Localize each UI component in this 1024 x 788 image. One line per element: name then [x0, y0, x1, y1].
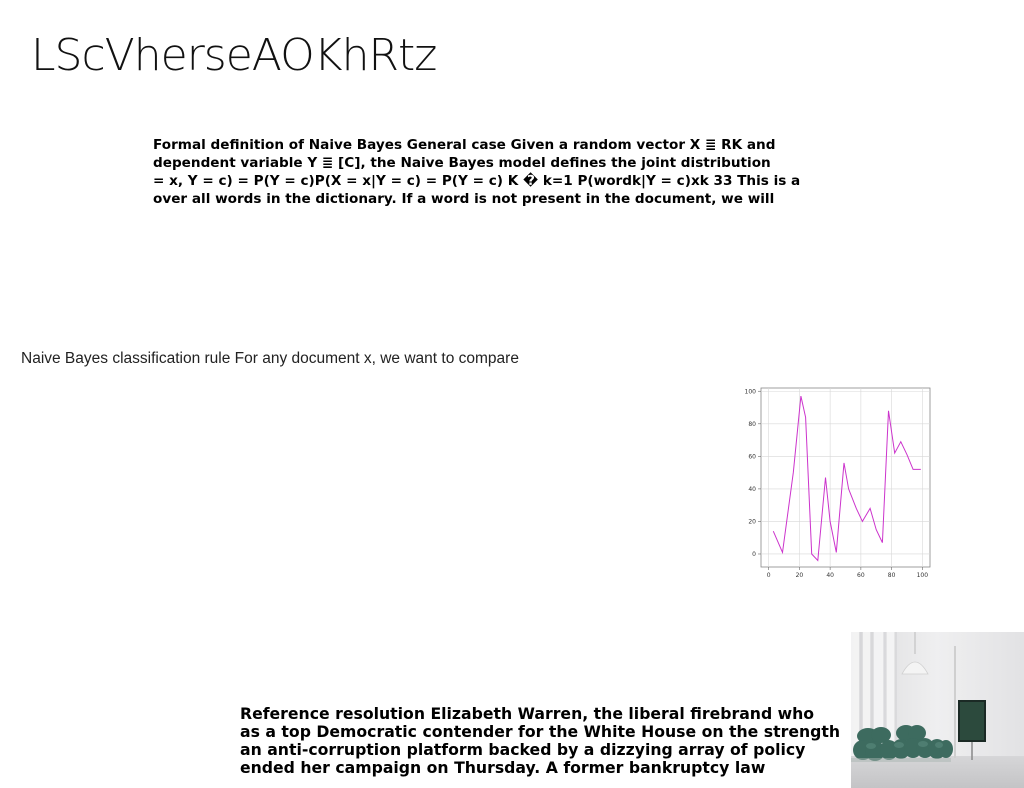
series-line [772, 395, 921, 562]
line-chart: 0 20 40 60 80 100 0 20 40 60 80 100 [742, 382, 938, 582]
bayes-line-2: dependent variable Y ≣ [C], the Naive Ba… [153, 155, 771, 171]
classification-rule-caption: Naive Bayes classification rule For any … [21, 350, 519, 367]
reference-resolution-paragraph: Reference resolution Elizabeth Warren, t… [240, 705, 850, 777]
bayes-line-1: Formal definition of Naive Bayes General… [153, 137, 776, 153]
x-tick-label: 80 [888, 572, 896, 579]
y-tick-label: 100 [745, 388, 757, 395]
living-room-image [851, 632, 1024, 788]
x-tick-label: 40 [826, 572, 834, 579]
bayes-line-4: over all words in the dictionary. If a w… [153, 191, 775, 207]
x-tick-label: 0 [767, 572, 771, 579]
y-tick-label: 20 [748, 518, 756, 525]
reference-line-1: Reference resolution Elizabeth Warren, t… [240, 704, 815, 723]
reference-line-2: as a top Democratic contender for the Wh… [240, 722, 841, 741]
y-tick-label: 40 [748, 486, 756, 493]
y-tick-label: 0 [752, 551, 756, 558]
x-tick-label: 60 [857, 572, 865, 579]
x-tick-label: 100 [917, 572, 929, 579]
y-tick-label: 60 [748, 453, 756, 460]
plot-area [760, 387, 931, 568]
reference-line-4: ended her campaign on Thursday. A former… [240, 758, 766, 777]
living-room-photo [851, 632, 1024, 788]
y-tick-label: 80 [748, 421, 756, 428]
x-tick-label: 20 [796, 572, 804, 579]
line-chart-svg: 0 20 40 60 80 100 0 20 40 60 80 100 [745, 387, 931, 579]
bayes-line-3: = x, Y = c) = P(Y = c)P(X = x|Y = c) = P… [153, 173, 801, 189]
reference-line-3: an anti-corruption platform backed by a … [240, 740, 806, 759]
bayes-definition-paragraph: Formal definition of Naive Bayes General… [153, 136, 853, 208]
page-title: LScVherseAOKhRtz [31, 30, 437, 81]
